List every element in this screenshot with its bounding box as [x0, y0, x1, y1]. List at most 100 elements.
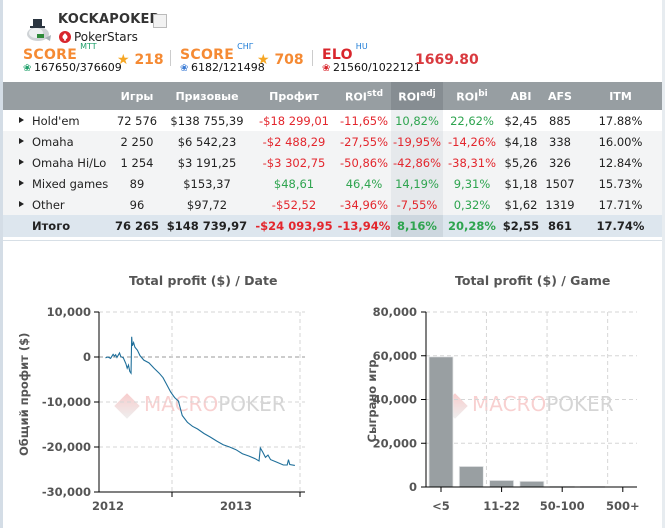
expand-arrow-icon[interactable] — [19, 201, 24, 207]
game-cell[interactable]: Omaha — [3, 131, 111, 152]
profit-cell: $48,61 — [251, 173, 337, 194]
col-roi-adj[interactable]: ROIadj — [391, 82, 443, 110]
table-row[interactable]: Mixed games 89 $153,37 $48,61 46,4% 14,1… — [3, 173, 662, 194]
col-prize[interactable]: Призовые — [163, 82, 251, 110]
roi-std-cell: -34,96% — [337, 194, 391, 215]
afs-cell: 1319 — [541, 194, 579, 215]
watermark: MACROPOKER — [442, 392, 614, 419]
roi-std-cell: -27,55% — [337, 131, 391, 152]
game-cell[interactable]: Other — [3, 194, 111, 215]
y-tick-label: 40,000 — [373, 393, 417, 407]
avatar[interactable] — [23, 14, 53, 44]
col-roi-adj-sup: adj — [420, 88, 436, 99]
prize-cell: $97,72 — [163, 194, 251, 215]
abi-cell: $4,18 — [501, 131, 541, 152]
x-tick-label: 2012 — [92, 499, 124, 513]
watermark-part2: POKER — [546, 392, 614, 416]
bar — [519, 480, 545, 488]
watermark-part1: MACRO — [472, 392, 547, 416]
prize-cell: $153,37 — [163, 173, 251, 194]
bar — [458, 466, 484, 488]
game-name: Omaha — [32, 134, 74, 149]
table-row[interactable]: Other 96 $97,72 -$52,52 -34,96% -7,55% 0… — [3, 194, 662, 215]
abi-cell: $1,18 — [501, 173, 541, 194]
col-roi-adj-label: ROI — [398, 90, 421, 104]
score-sng-value: ★ 708 — [257, 52, 304, 68]
y-tick-label: 10,000 — [47, 305, 91, 319]
roi-adj-cell: 8,16% — [391, 215, 443, 237]
profile-header: KOCKAPOKER PokerStars SCOREMTT ❀ 167650/3… — [0, 0, 665, 82]
roi-adj-cell: -7,55% — [391, 194, 443, 215]
expand-arrow-icon[interactable] — [19, 180, 24, 186]
col-roi-bi-sup: bi — [478, 88, 488, 99]
abi-cell: $2,55 — [501, 215, 541, 237]
y-tick-label: 80,000 — [373, 305, 417, 319]
afs-cell: 1507 — [541, 173, 579, 194]
col-roi-std[interactable]: ROIstd — [337, 82, 391, 110]
x-tick-label: 2013 — [220, 499, 252, 513]
score-mtt[interactable]: SCOREMTT ❀ 167650/376609 ★ 218 — [23, 42, 164, 74]
green-medal-icon: ❀ — [23, 63, 32, 74]
chart-1-title: Total profit ($) / Date — [129, 273, 278, 288]
expand-arrow-icon[interactable] — [19, 138, 24, 144]
total-row: Итого 76 265 $148 739,97 -$24 093,95 -13… — [3, 215, 662, 237]
y-tick-label: 20,000 — [373, 436, 417, 450]
score-sng[interactable]: SCOREСНГ ❀ 6182/121498 ★ 708 — [180, 42, 304, 74]
col-afs[interactable]: AFS — [541, 82, 579, 110]
score-mtt-label: SCORE — [23, 47, 78, 63]
game-cell[interactable]: Hold'em — [3, 110, 111, 131]
left-border — [0, 0, 3, 528]
bar — [428, 356, 454, 488]
profit-cell: -$2 488,29 — [251, 131, 337, 152]
roi-bi-cell: 20,28% — [443, 215, 501, 237]
game-cell[interactable]: Mixed games — [3, 173, 111, 194]
x-tick-label: 500+ — [606, 499, 640, 513]
star-icon: ★ — [257, 52, 270, 68]
table-row[interactable]: Omaha 2 250 $6 542,23 -$2 488,29 -27,55%… — [3, 131, 662, 152]
elo-label: ELO — [322, 47, 353, 63]
prize-cell: $6 542,23 — [163, 131, 251, 152]
col-itm[interactable]: ITM — [579, 82, 662, 110]
games-cell: 76 265 — [111, 215, 163, 237]
afs-cell: 338 — [541, 131, 579, 152]
prize-cell: $148 739,97 — [163, 215, 251, 237]
col-games[interactable]: Игры — [111, 82, 163, 110]
col-profit[interactable]: Профит — [251, 82, 337, 110]
x-tick-label: 11-22 — [483, 499, 520, 513]
games-cell: 1 254 — [111, 152, 163, 173]
table-row[interactable]: Omaha Hi/Lo 1 254 $3 191,25 -$3 302,75 -… — [3, 152, 662, 173]
table-row[interactable]: Hold'em 72 576 $138 755,39 -$18 299,01 -… — [3, 110, 662, 131]
x-tick-label: 50-100 — [540, 499, 585, 513]
abi-cell: $1,62 — [501, 194, 541, 215]
elo-rank-value: 21560/1022121 — [333, 61, 421, 74]
itm-cell: 15.73% — [579, 173, 662, 194]
expand-arrow-icon[interactable] — [19, 117, 24, 123]
col-roi-bi[interactable]: ROIbi — [443, 82, 501, 110]
game-name: Mixed games — [32, 176, 109, 191]
game-cell[interactable]: Omaha Hi/Lo — [3, 152, 111, 173]
elo-hu[interactable]: ELOHU ❀ 21560/1022121 1669.80 — [322, 42, 479, 74]
player-name: KOCKAPOKER — [58, 12, 160, 27]
divider — [312, 50, 313, 66]
roi-bi-cell: -38,31% — [443, 152, 501, 173]
score-sng-rank-value: 6182/121498 — [191, 61, 265, 74]
table-header-row: Игры Призовые Профит ROIstd ROIadj ROIbi… — [3, 82, 662, 110]
score-mtt-points: 218 — [134, 52, 164, 68]
score-sng-label: SCORE — [180, 47, 235, 63]
expand-arrow-icon[interactable] — [19, 159, 24, 165]
col-abi[interactable]: ABI — [501, 82, 541, 110]
profit-cell: -$18 299,01 — [251, 110, 337, 131]
abi-cell: $2,45 — [501, 110, 541, 131]
roi-bi-cell: 0,32% — [443, 194, 501, 215]
copy-icon[interactable] — [153, 14, 167, 28]
roi-bi-cell: -14,26% — [443, 131, 501, 152]
red-medal-icon: ❀ — [322, 63, 331, 74]
roi-bi-cell: 22,62% — [443, 110, 501, 131]
game-name: Other — [32, 197, 65, 212]
score-mtt-rank: ❀ 167650/376609 — [23, 61, 122, 74]
profit-cell: -$24 093,95 — [251, 215, 337, 237]
itm-cell: 17.88% — [579, 110, 662, 131]
bar — [580, 486, 605, 488]
games-cell: 2 250 — [111, 131, 163, 152]
y-tick-label: -30,000 — [42, 485, 91, 499]
